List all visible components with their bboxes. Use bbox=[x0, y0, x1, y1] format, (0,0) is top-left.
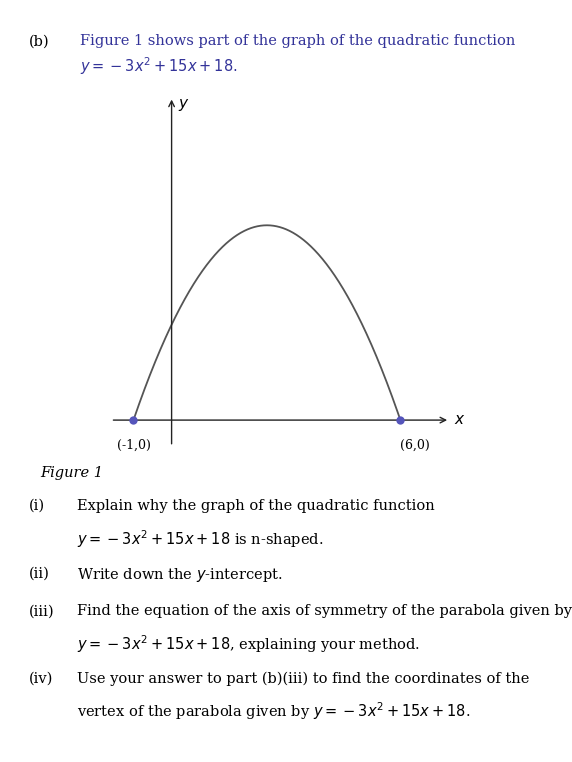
Text: $y = -3x^2 + 15x + 18$, explaining your method.: $y = -3x^2 + 15x + 18$, explaining your … bbox=[77, 633, 420, 655]
Text: Figure 1 shows part of the graph of the quadratic function: Figure 1 shows part of the graph of the … bbox=[80, 34, 515, 48]
Text: (iii): (iii) bbox=[29, 604, 54, 618]
Text: $y = -3x^2 + 15x + 18$ is n-shaped.: $y = -3x^2 + 15x + 18$ is n-shaped. bbox=[77, 528, 324, 549]
Text: Find the equation of the axis of symmetry of the parabola given by: Find the equation of the axis of symmetr… bbox=[77, 604, 572, 618]
Text: (iv): (iv) bbox=[29, 671, 53, 685]
Text: (i): (i) bbox=[29, 499, 45, 513]
Text: Write down the $y$-intercept.: Write down the $y$-intercept. bbox=[77, 566, 283, 584]
Text: Use your answer to part (b)(iii) to find the coordinates of the: Use your answer to part (b)(iii) to find… bbox=[77, 671, 530, 686]
Text: $y = -3x^2 + 15x + 18.$: $y = -3x^2 + 15x + 18.$ bbox=[80, 55, 237, 76]
Text: Figure 1: Figure 1 bbox=[40, 466, 103, 480]
Text: Explain why the graph of the quadratic function: Explain why the graph of the quadratic f… bbox=[77, 499, 435, 513]
Text: $x$: $x$ bbox=[454, 413, 466, 427]
Text: (-1,0): (-1,0) bbox=[117, 439, 150, 452]
Text: vertex of the parabola given by $y = -3x^2 + 15x + 18$.: vertex of the parabola given by $y = -3x… bbox=[77, 700, 471, 722]
Text: (6,0): (6,0) bbox=[400, 439, 430, 452]
Text: $y$: $y$ bbox=[178, 97, 190, 113]
Text: (b): (b) bbox=[29, 34, 49, 48]
Text: (ii): (ii) bbox=[29, 566, 49, 580]
